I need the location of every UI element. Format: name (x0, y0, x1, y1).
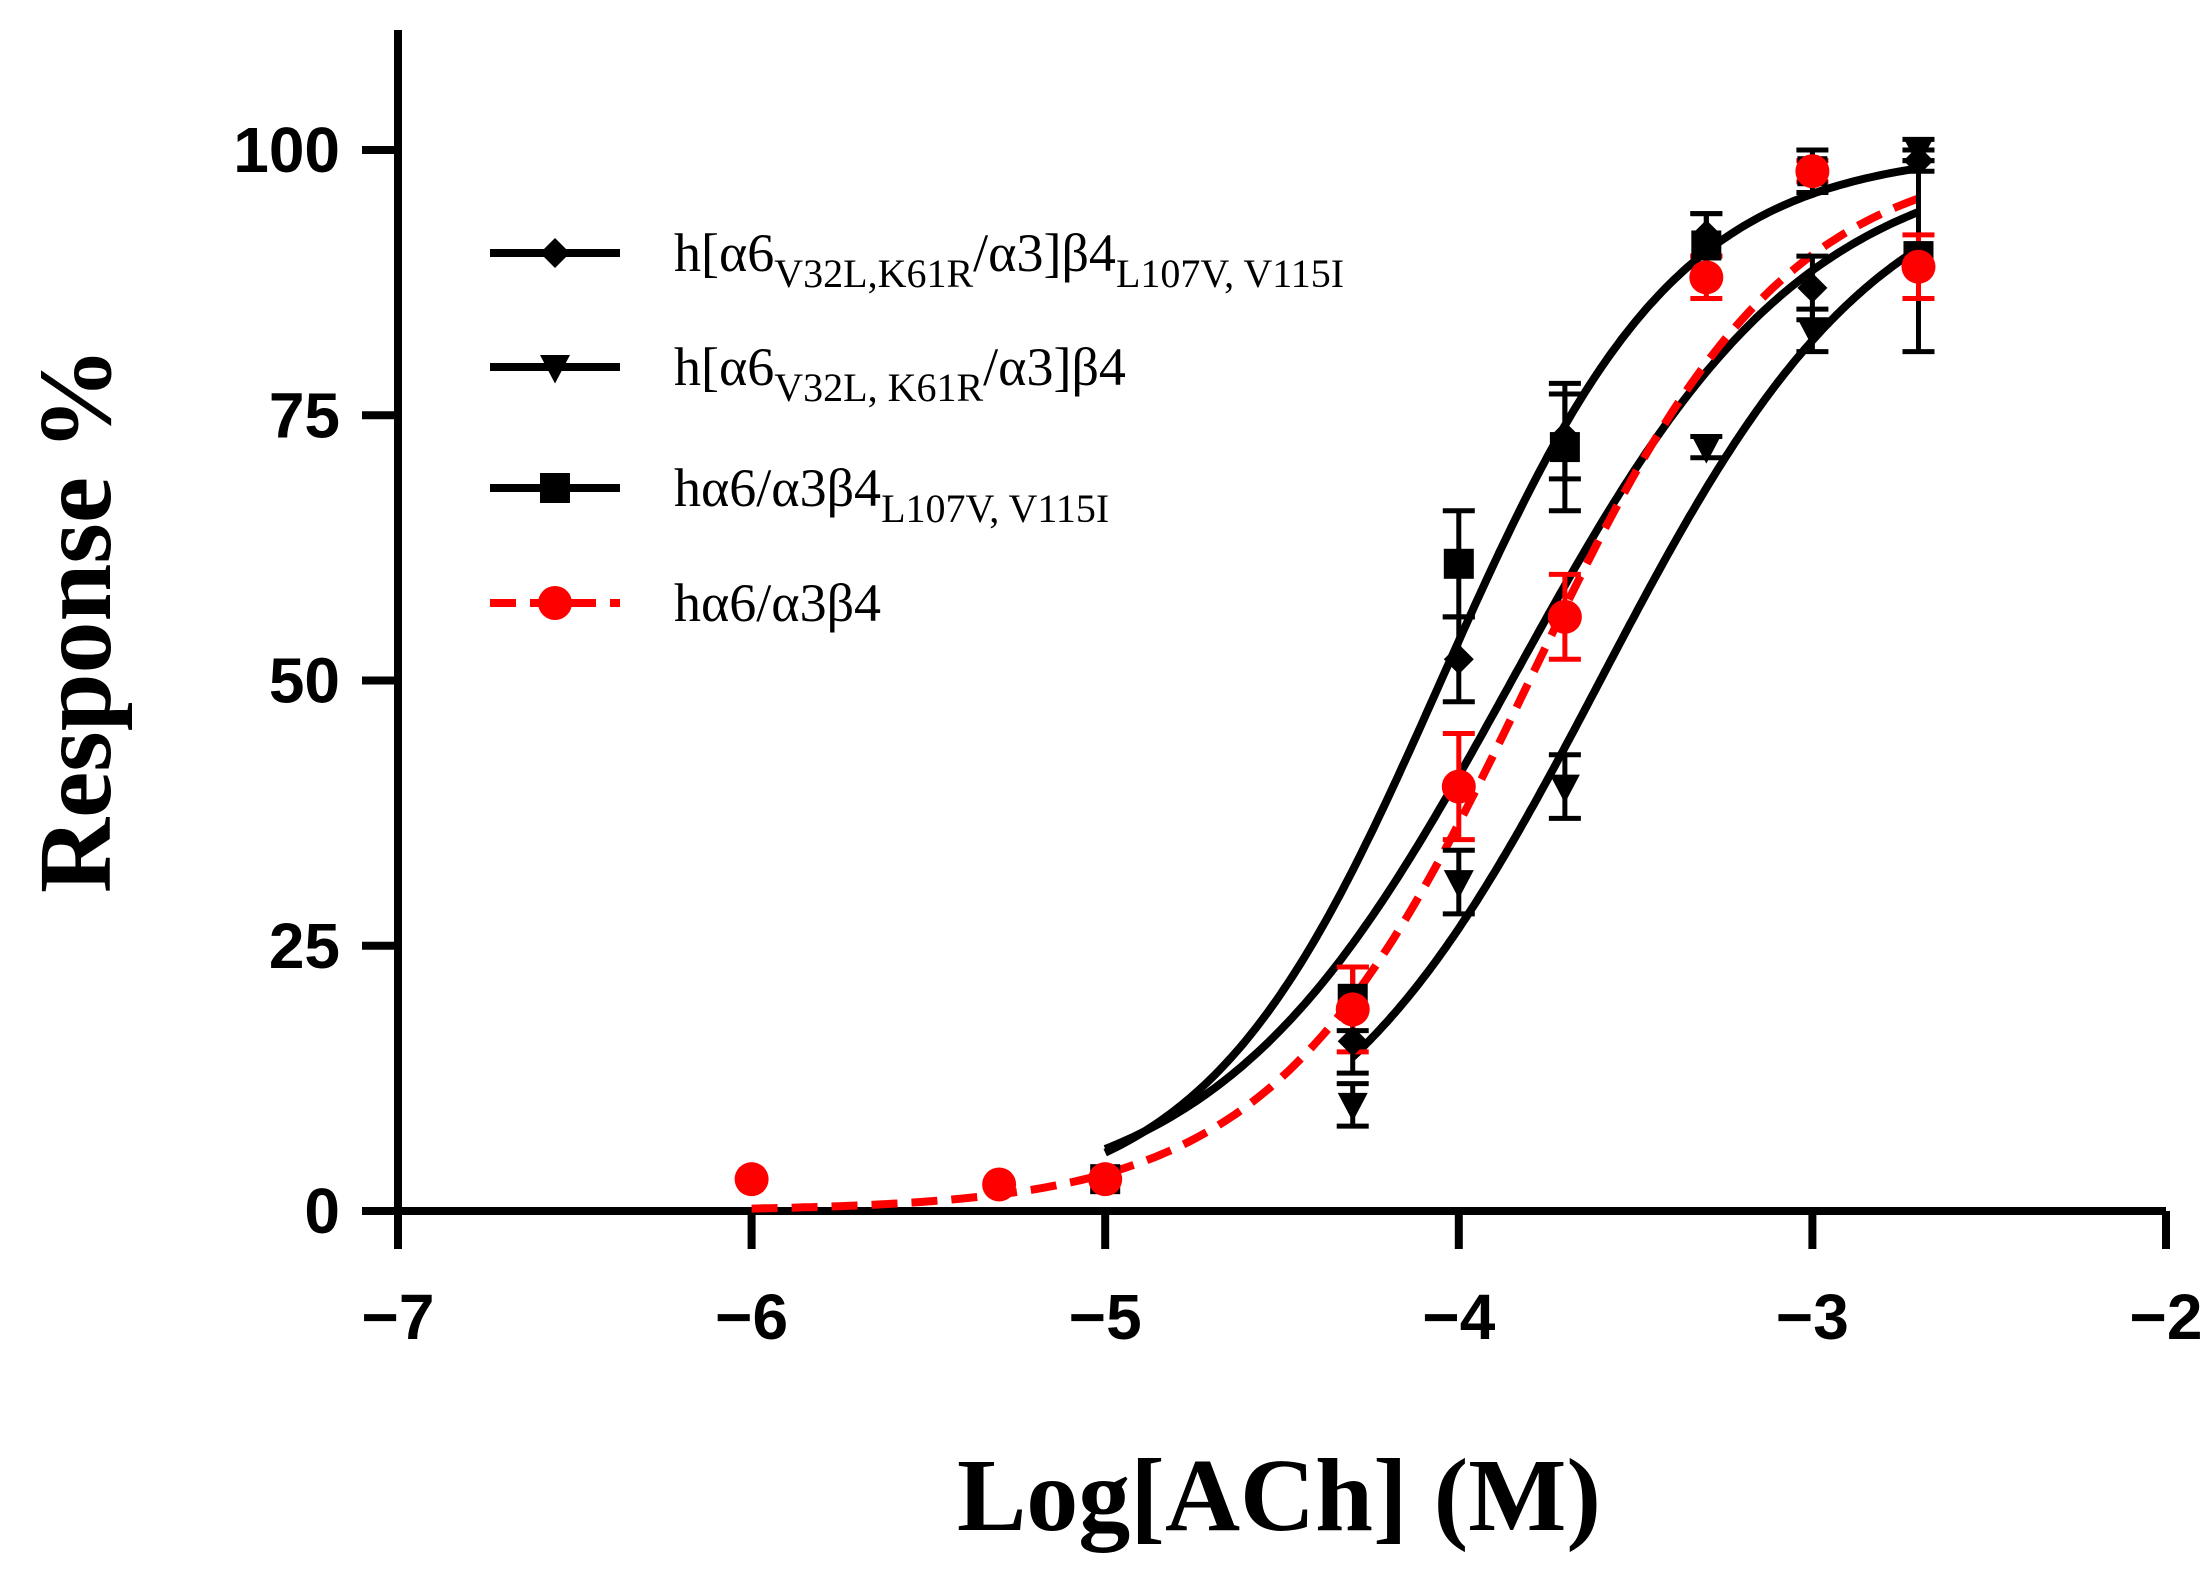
data-point-s0-p1 (1337, 1026, 1368, 1057)
x-tick-label-2: −5 (1069, 1281, 1142, 1353)
data-point-s3-p1 (982, 1167, 1017, 1202)
y-tick-label-25: 25 (269, 910, 340, 982)
data-point-s2-p3 (1549, 432, 1580, 463)
data-point-s1-p3 (1691, 435, 1722, 464)
x-tick-label-3: −4 (1422, 1281, 1495, 1353)
legend-label-1-part-1: V32L, K61R (774, 365, 983, 410)
y-axis-title: Response % (18, 347, 133, 893)
y-tick-label-0: 0 (304, 1175, 340, 1247)
fit-curve-2 (1103, 208, 1920, 1153)
data-point-s1-p4 (1797, 318, 1828, 347)
y-ticks: 0 25 50 75 100 (233, 114, 398, 1247)
fit-curves (751, 164, 1921, 1213)
data-point-s1-p1 (1443, 870, 1474, 899)
data-point-s3-p2 (1088, 1162, 1123, 1197)
legend-label-1-part-0: h[α6 (674, 337, 774, 397)
data-point-s3-p3 (1335, 992, 1370, 1027)
legend-label-1: h[α6V32L, K61R/α3]β4 (674, 337, 1126, 410)
data-points (734, 138, 1936, 1202)
x-tick-label-0: −7 (362, 1281, 435, 1353)
x-tick-label-5: −2 (2130, 1281, 2203, 1353)
legend-label-1-part-2: /α3]β4 (983, 337, 1126, 397)
legend-marker-1 (540, 355, 570, 384)
legend-label-2: hα6/α3β4L107V, V115I (674, 458, 1109, 531)
legend-label-0: h[α6V32L,K61R/α3]β4L107V, V115I (674, 223, 1344, 296)
legend-marker-3 (538, 586, 572, 620)
legend-label-0-part-2: /α3]β4 (973, 223, 1116, 283)
legend-label-3-part-0: hα6/α3β4 (674, 573, 881, 633)
legend-label-2-part-0: hα6/α3β4 (674, 458, 881, 518)
fit-curve-3 (751, 194, 1920, 1213)
y-tick-label-75: 75 (269, 379, 340, 451)
data-point-s1-p0 (1337, 1092, 1368, 1122)
y-tick-label-50: 50 (269, 645, 340, 717)
data-point-s0-p5 (1797, 272, 1828, 303)
fit-curve-1 (1349, 245, 1921, 1060)
data-point-s3-p5 (1547, 599, 1582, 634)
legend-label-2-part-1: L107V, V115I (881, 486, 1109, 531)
data-point-s0-p2 (1443, 644, 1474, 675)
legend-marker-0 (540, 238, 570, 268)
legend-label-0-part-0: h[α6 (674, 223, 774, 283)
data-point-s2-p2 (1443, 548, 1474, 579)
data-point-s3-p8 (1901, 249, 1936, 284)
legend-marker-2 (540, 473, 570, 503)
legend: h[α6V32L,K61R/α3]β4L107V, V115Ih[α6V32L,… (490, 223, 1344, 633)
data-point-s3-p0 (734, 1162, 769, 1197)
data-point-s3-p4 (1441, 769, 1476, 804)
legend-label-0-part-1: V32L,K61R (774, 251, 973, 296)
legend-label-3: hα6/α3β4 (674, 573, 881, 633)
x-tick-label-4: −3 (1776, 1281, 1849, 1353)
fit-curve-0 (1103, 164, 1920, 1157)
data-point-s1-p2 (1549, 774, 1580, 804)
legend-label-0-part-3: L107V, V115I (1116, 251, 1344, 296)
x-ticks: −7 −6 −5 −4 −3 −2 (362, 1211, 2203, 1353)
axes (394, 30, 2166, 1215)
data-point-s3-p6 (1689, 260, 1724, 295)
y-tick-label-100: 100 (233, 114, 340, 186)
x-axis-title: Log[ACh] (M) (957, 1438, 1601, 1553)
x-tick-label-1: −6 (715, 1281, 788, 1353)
data-point-s3-p7 (1795, 154, 1830, 189)
data-point-s2-p4 (1691, 230, 1722, 261)
data-point-s1-p5 (1903, 138, 1934, 167)
